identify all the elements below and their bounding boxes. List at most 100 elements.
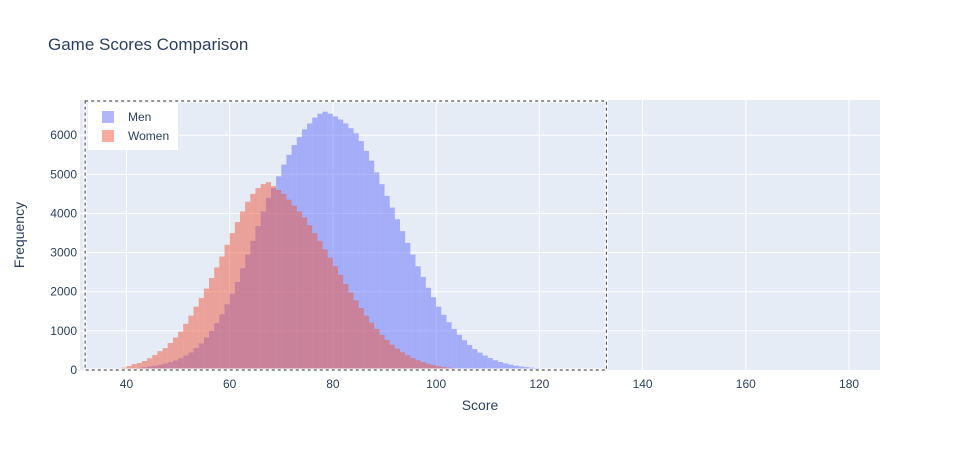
bar-men	[441, 314, 447, 370]
y-tick-label: 1000	[50, 324, 77, 338]
bar-women	[229, 233, 235, 370]
bar-women	[198, 298, 204, 370]
bar-men	[420, 276, 426, 370]
bar-women	[343, 283, 349, 370]
bar-women	[353, 300, 359, 370]
bar-men	[389, 207, 395, 370]
legend[interactable]: Men Women	[88, 103, 178, 150]
bar-men	[374, 172, 380, 370]
bar-women	[358, 308, 364, 370]
bar-men	[446, 322, 452, 370]
y-tick-label: 0	[70, 363, 77, 377]
bar-women	[301, 217, 308, 370]
bar-men	[415, 266, 421, 370]
bar-women	[172, 337, 179, 370]
bar-men	[482, 355, 488, 370]
bar-women	[234, 222, 240, 370]
bar-women	[188, 315, 194, 370]
bar-women	[152, 355, 158, 370]
x-tick-label: 60	[223, 377, 237, 391]
y-tick-label: 2000	[50, 285, 77, 299]
selection-box	[83, 99, 608, 372]
legend-label-men: Men	[128, 110, 151, 124]
y-tick-label: 4000	[50, 206, 77, 220]
bar-women	[363, 315, 370, 370]
bar-men	[400, 231, 406, 370]
bar-women	[240, 211, 246, 370]
bar-men	[472, 349, 478, 370]
bar-men	[405, 242, 411, 370]
bar-women	[209, 278, 215, 370]
bar-women	[167, 343, 173, 370]
legend-item-men[interactable]: Men	[102, 110, 151, 124]
bar-women	[203, 288, 210, 370]
bar-men	[379, 184, 385, 370]
legend-item-women[interactable]: Women	[102, 129, 169, 143]
bar-women	[338, 274, 344, 370]
bar-women	[270, 186, 277, 370]
bar-women	[400, 352, 406, 370]
bar-women	[136, 362, 142, 370]
bar-men	[487, 358, 493, 370]
x-tick-label: 160	[736, 377, 756, 391]
legend-label-women: Women	[128, 129, 169, 143]
bar-men	[358, 141, 364, 370]
bar-women	[147, 358, 153, 370]
bar-men	[410, 254, 416, 370]
bar-men	[477, 352, 483, 370]
bar-women	[322, 249, 328, 370]
bar-men	[508, 364, 514, 370]
bar-men	[467, 344, 473, 370]
bar-women	[193, 306, 199, 370]
x-tick-label: 40	[120, 377, 134, 391]
bar-women	[178, 331, 184, 370]
bar-men	[322, 111, 328, 370]
x-tick-label: 180	[839, 377, 859, 391]
bar-women	[420, 362, 426, 370]
bar-women	[250, 193, 256, 370]
x-tick-label: 100	[426, 377, 446, 391]
bar-men	[425, 287, 431, 370]
bar-women	[281, 193, 287, 370]
bar-women	[369, 322, 375, 370]
y-tick-label: 3000	[50, 246, 77, 260]
bar-women	[162, 348, 168, 370]
legend-background	[88, 103, 178, 150]
bar-women	[389, 344, 395, 370]
y-tick-label: 6000	[50, 128, 77, 142]
bar-men	[363, 150, 370, 370]
bar-men	[327, 113, 333, 371]
bar-women	[410, 358, 416, 370]
y-axis-ticks: 0 1000 2000 3000 4000 5000 6000	[50, 128, 77, 377]
bar-men	[436, 306, 442, 370]
bar-women	[183, 323, 189, 370]
bar-women	[131, 364, 137, 370]
x-axis-ticks: 40 60 80 100 120 140 160 180	[120, 377, 860, 391]
bar-women	[291, 205, 297, 370]
bar-women	[405, 355, 411, 370]
bar-men	[353, 133, 359, 370]
bar-women	[348, 292, 354, 370]
x-axis-title: Score	[462, 397, 499, 413]
x-tick-label: 140	[633, 377, 653, 391]
bar-men	[384, 195, 390, 370]
y-tick-label: 5000	[50, 167, 77, 181]
bar-men	[492, 360, 499, 370]
x-tick-label: 120	[529, 377, 549, 391]
bar-men	[503, 363, 509, 370]
bar-women	[430, 365, 437, 370]
bar-men	[332, 116, 339, 370]
bar-men	[343, 123, 349, 370]
bar-women	[312, 233, 318, 370]
bar-women	[379, 334, 385, 370]
bar-women	[317, 240, 323, 370]
bar-women	[224, 244, 230, 370]
bar-women	[384, 339, 390, 370]
bar-women	[436, 366, 442, 370]
bar-women	[255, 188, 261, 370]
bar-women	[296, 211, 302, 370]
chart-title: Game Scores Comparison	[48, 35, 248, 54]
legend-swatch-women	[102, 130, 114, 142]
bar-men	[461, 340, 468, 370]
